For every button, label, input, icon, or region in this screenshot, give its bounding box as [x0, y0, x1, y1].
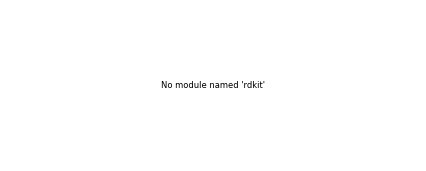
Text: No module named 'rdkit': No module named 'rdkit' [161, 81, 265, 90]
